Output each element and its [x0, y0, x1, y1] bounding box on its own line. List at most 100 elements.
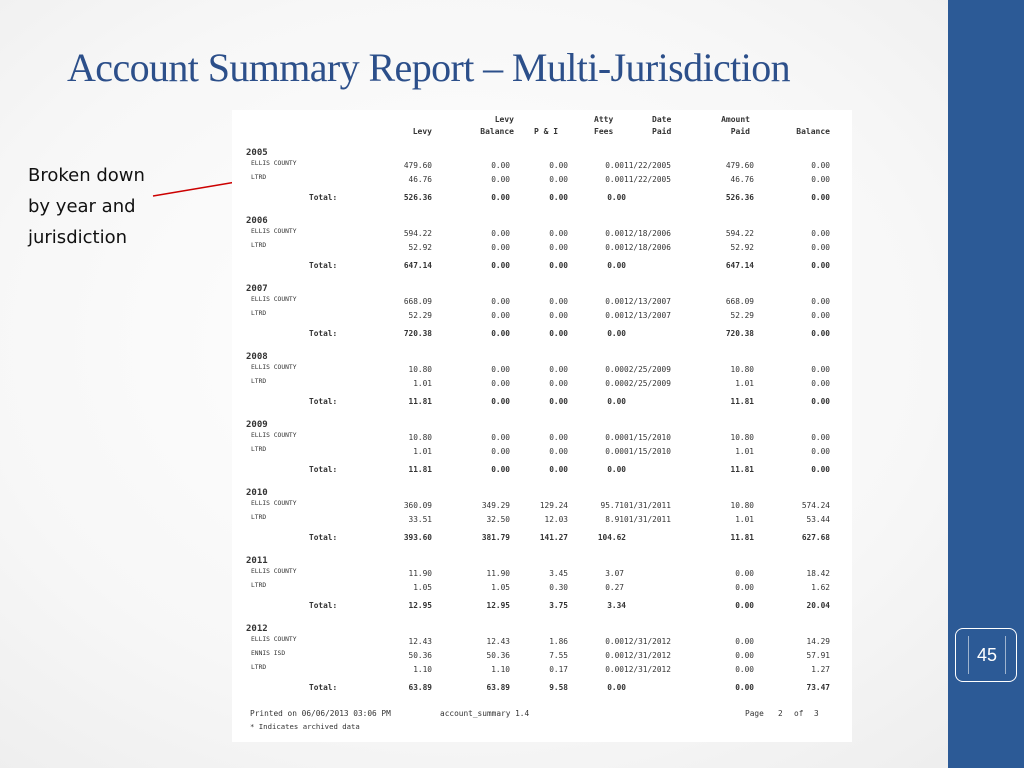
cell-levy-balance: 0.00	[491, 229, 510, 238]
jurisdiction-name: LTRD	[251, 514, 267, 521]
jurisdiction-name: ELLIS COUNTY	[251, 500, 297, 507]
cell-date-paid: 12/18/2006	[624, 229, 671, 238]
cell-levy: 360.09	[403, 501, 432, 510]
cell-balance: 1.62	[811, 583, 830, 592]
cell-atty-fees: 0.00	[605, 379, 624, 388]
cell-levy-balance: 12.43	[486, 637, 510, 646]
total-levy: 720.38	[403, 329, 432, 338]
total-label: Total:	[309, 193, 338, 202]
cell-p-and-i: 1.86	[549, 637, 568, 646]
cell-p-and-i: 0.00	[549, 297, 568, 306]
cell-levy-balance: 0.00	[491, 297, 510, 306]
column-header-atty_fees: Atty	[594, 115, 614, 124]
total-atty-fees: 0.00	[607, 397, 626, 406]
cell-amount-paid: 46.76	[730, 175, 754, 184]
cell-balance: 0.00	[811, 161, 830, 170]
cell-date-paid: 12/31/2012	[624, 637, 671, 646]
total-balance: 0.00	[811, 193, 830, 202]
footer-pages: 3	[814, 709, 819, 718]
total-atty-fees: 0.00	[607, 683, 626, 692]
cell-p-and-i: 0.17	[549, 665, 568, 674]
total-p-and-i: 0.00	[549, 397, 568, 406]
cell-date-paid: 01/31/2011	[624, 515, 671, 524]
cell-date-paid: 12/13/2007	[624, 311, 671, 320]
cell-balance: 0.00	[811, 243, 830, 252]
cell-atty-fees: 0.00	[605, 365, 624, 374]
total-levy: 393.60	[403, 533, 432, 542]
cell-p-and-i: 0.00	[549, 447, 568, 456]
total-levy: 11.81	[408, 397, 432, 406]
cell-levy-balance: 1.05	[491, 583, 510, 592]
jurisdiction-name: LTRD	[251, 242, 267, 249]
cell-levy: 1.10	[413, 665, 432, 674]
cell-atty-fees: 0.27	[605, 583, 624, 592]
cell-atty-fees: 0.00	[605, 175, 624, 184]
year-heading: 2008	[246, 352, 268, 362]
total-levy-balance: 0.00	[491, 397, 510, 406]
total-p-and-i: 0.00	[549, 193, 568, 202]
cell-levy: 46.76	[408, 175, 432, 184]
footer-program: account_summary 1.4	[440, 709, 530, 718]
total-p-and-i: 141.27	[539, 533, 568, 542]
cell-levy-balance: 0.00	[491, 365, 510, 374]
cell-amount-paid: 52.92	[730, 243, 754, 252]
cell-balance: 0.00	[811, 311, 830, 320]
cell-amount-paid: 10.80	[730, 501, 754, 510]
cell-levy-balance: 0.00	[491, 379, 510, 388]
cell-atty-fees: 0.00	[605, 297, 624, 306]
total-levy-balance: 0.00	[491, 193, 510, 202]
jurisdiction-name: ELLIS COUNTY	[251, 228, 297, 235]
total-p-and-i: 3.75	[549, 601, 568, 610]
cell-p-and-i: 0.00	[549, 229, 568, 238]
total-p-and-i: 0.00	[549, 329, 568, 338]
jurisdiction-name: ELLIS COUNTY	[251, 160, 297, 167]
cell-date-paid: 12/18/2006	[624, 243, 671, 252]
cell-atty-fees: 0.00	[605, 433, 624, 442]
report-image: Levy Levy Balance P & I Atty Fees Date Paid Amou…	[232, 110, 852, 742]
cell-amount-paid: 0.00	[735, 651, 754, 660]
cell-p-and-i: 0.00	[549, 379, 568, 388]
cell-atty-fees: 0.00	[605, 651, 624, 660]
year-heading: 2007	[246, 284, 268, 294]
cell-p-and-i: 3.45	[549, 569, 568, 578]
total-balance: 0.00	[811, 261, 830, 270]
total-levy-balance: 63.89	[486, 683, 510, 692]
cell-levy-balance: 349.29	[481, 501, 510, 510]
cell-levy: 10.80	[408, 433, 432, 442]
cell-date-paid: 01/15/2010	[624, 433, 671, 442]
cell-atty-fees: 8.91	[605, 515, 624, 524]
cell-balance: 0.00	[811, 297, 830, 306]
cell-date-paid: 01/31/2011	[624, 501, 671, 510]
cell-levy-balance: 1.10	[491, 665, 510, 674]
total-label: Total:	[309, 261, 338, 270]
total-atty-fees: 0.00	[607, 261, 626, 270]
total-levy: 11.81	[408, 465, 432, 474]
column-header-amount_paid: Amount	[721, 115, 750, 124]
jurisdiction-name: LTRD	[251, 664, 267, 671]
column-header-amount_paid: Paid	[730, 127, 750, 136]
footer-page: 2	[778, 709, 783, 718]
cell-levy: 52.92	[408, 243, 432, 252]
column-header-date_paid: Date	[652, 115, 672, 124]
total-amount-paid: 0.00	[735, 601, 754, 610]
total-label: Total:	[309, 465, 338, 474]
page-number-badge	[955, 628, 1017, 682]
cell-p-and-i: 0.00	[549, 365, 568, 374]
cell-amount-paid: 479.60	[725, 161, 754, 170]
cell-atty-fees: 3.07	[605, 569, 624, 578]
cell-date-paid: 12/13/2007	[624, 297, 671, 306]
total-levy-balance: 0.00	[491, 261, 510, 270]
cell-balance: 1.27	[811, 665, 830, 674]
year-heading: 2010	[246, 488, 268, 498]
cell-balance: 0.00	[811, 175, 830, 184]
cell-p-and-i: 0.00	[549, 311, 568, 320]
total-p-and-i: 0.00	[549, 261, 568, 270]
cell-p-and-i: 12.03	[544, 515, 568, 524]
column-header-atty_fees: Fees	[594, 127, 614, 136]
total-balance: 0.00	[811, 465, 830, 474]
jurisdiction-name: ENNIS ISD	[251, 650, 286, 657]
total-amount-paid: 11.81	[730, 533, 754, 542]
cell-date-paid: 11/22/2005	[624, 161, 671, 170]
cell-levy: 594.22	[403, 229, 432, 238]
cell-balance: 57.91	[806, 651, 830, 660]
